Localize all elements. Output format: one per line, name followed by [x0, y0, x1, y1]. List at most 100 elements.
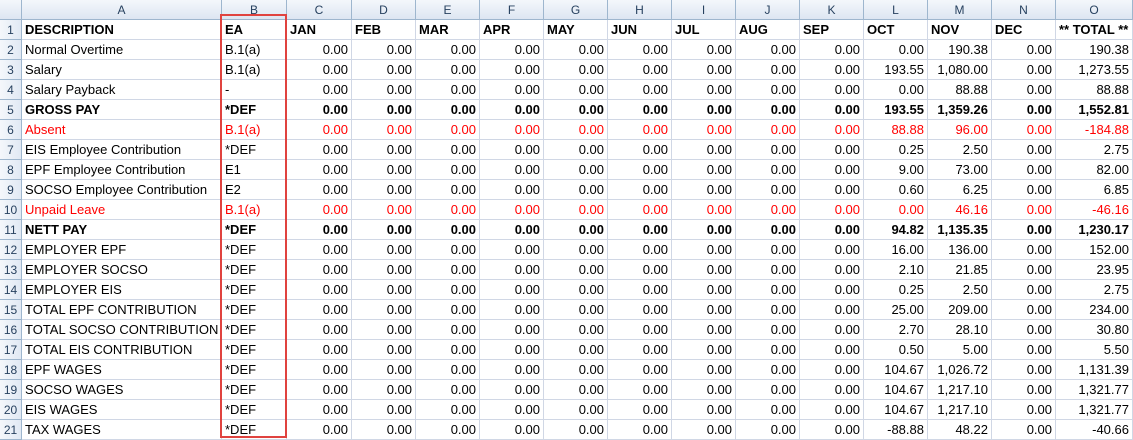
cell[interactable]: TAX WAGES	[22, 420, 222, 440]
row-header[interactable]: 14	[0, 280, 22, 300]
cell[interactable]: 0.00	[672, 280, 736, 300]
cell[interactable]: 0.00	[800, 280, 864, 300]
cell[interactable]: 0.00	[672, 260, 736, 280]
cell[interactable]: 0.00	[608, 420, 672, 440]
cell[interactable]: 0.00	[352, 180, 416, 200]
cell[interactable]: 0.00	[480, 80, 544, 100]
row-header[interactable]: 3	[0, 60, 22, 80]
cell[interactable]: 0.00	[480, 100, 544, 120]
cell[interactable]: 0.00	[736, 100, 800, 120]
cell[interactable]: JUL	[672, 20, 736, 40]
cell[interactable]: 0.00	[480, 140, 544, 160]
cell[interactable]: 0.00	[416, 160, 480, 180]
cell[interactable]: AUG	[736, 20, 800, 40]
cell[interactable]: 0.00	[800, 260, 864, 280]
cell[interactable]: 0.00	[736, 260, 800, 280]
column-header[interactable]: O	[1056, 0, 1133, 20]
column-header[interactable]: N	[992, 0, 1056, 20]
cell[interactable]: 0.00	[800, 40, 864, 60]
cell[interactable]: 0.00	[800, 160, 864, 180]
cell[interactable]: 0.00	[544, 360, 608, 380]
cell[interactable]: MAY	[544, 20, 608, 40]
cell[interactable]: 0.00	[864, 200, 928, 220]
cell[interactable]: 2.75	[1056, 140, 1133, 160]
column-header[interactable]: K	[800, 0, 864, 20]
cell[interactable]: 1,080.00	[928, 60, 992, 80]
cell[interactable]: *DEF	[222, 320, 287, 340]
column-header[interactable]: B	[222, 0, 287, 20]
cell[interactable]: 0.00	[608, 400, 672, 420]
cell[interactable]: 1,321.77	[1056, 380, 1133, 400]
row-header[interactable]: 7	[0, 140, 22, 160]
cell[interactable]: 0.00	[352, 60, 416, 80]
cell[interactable]: NOV	[928, 20, 992, 40]
cell[interactable]: 0.00	[800, 80, 864, 100]
cell[interactable]: E2	[222, 180, 287, 200]
cell[interactable]: OCT	[864, 20, 928, 40]
row-header[interactable]: 4	[0, 80, 22, 100]
cell[interactable]: 94.82	[864, 220, 928, 240]
cell[interactable]: 0.00	[416, 100, 480, 120]
cell[interactable]: 88.88	[864, 120, 928, 140]
cell[interactable]: *DEF	[222, 360, 287, 380]
cell[interactable]: 0.00	[608, 360, 672, 380]
row-header[interactable]: 20	[0, 400, 22, 420]
cell[interactable]: 0.00	[800, 420, 864, 440]
cell[interactable]: EMPLOYER EIS	[22, 280, 222, 300]
cell[interactable]: EIS WAGES	[22, 400, 222, 420]
cell[interactable]: 0.00	[608, 80, 672, 100]
cell[interactable]: 0.00	[416, 380, 480, 400]
cell[interactable]: 0.00	[416, 140, 480, 160]
cell[interactable]: 0.00	[608, 340, 672, 360]
cell[interactable]: 0.00	[544, 400, 608, 420]
cell[interactable]: 0.00	[480, 40, 544, 60]
cell[interactable]: EIS Employee Contribution	[22, 140, 222, 160]
column-header[interactable]: G	[544, 0, 608, 20]
cell[interactable]: 0.00	[992, 200, 1056, 220]
cell[interactable]: 0.00	[672, 340, 736, 360]
cell[interactable]: 96.00	[928, 120, 992, 140]
cell[interactable]: 0.00	[287, 40, 352, 60]
cell[interactable]: 0.00	[352, 360, 416, 380]
cell[interactable]: 104.67	[864, 360, 928, 380]
cell[interactable]: 0.00	[736, 240, 800, 260]
cell[interactable]: 0.60	[864, 180, 928, 200]
cell[interactable]: 0.00	[736, 40, 800, 60]
cell[interactable]: 0.00	[480, 360, 544, 380]
cell[interactable]: 0.00	[736, 60, 800, 80]
column-header[interactable]: M	[928, 0, 992, 20]
cell[interactable]: 0.00	[352, 200, 416, 220]
cell[interactable]: Salary	[22, 60, 222, 80]
row-header[interactable]: 13	[0, 260, 22, 280]
cell[interactable]: 0.00	[287, 200, 352, 220]
cell[interactable]: *DEF	[222, 260, 287, 280]
cell[interactable]: 0.00	[352, 160, 416, 180]
cell[interactable]: *DEF	[222, 420, 287, 440]
cell[interactable]: 0.00	[287, 180, 352, 200]
cell[interactable]: 0.00	[608, 120, 672, 140]
cell[interactable]: 1,026.72	[928, 360, 992, 380]
cell[interactable]: 1,131.39	[1056, 360, 1133, 380]
cell[interactable]: 0.00	[800, 100, 864, 120]
cell[interactable]: 2.10	[864, 260, 928, 280]
cell[interactable]: 0.00	[608, 220, 672, 240]
column-header[interactable]: H	[608, 0, 672, 20]
cell[interactable]: 0.00	[480, 200, 544, 220]
cell[interactable]: 6.25	[928, 180, 992, 200]
row-header[interactable]: 10	[0, 200, 22, 220]
cell[interactable]: SOCSO Employee Contribution	[22, 180, 222, 200]
row-header[interactable]: 15	[0, 300, 22, 320]
cell[interactable]: 0.00	[416, 280, 480, 300]
cell[interactable]: 0.00	[672, 80, 736, 100]
cell[interactable]: 0.00	[544, 80, 608, 100]
cell[interactable]: 0.00	[800, 220, 864, 240]
cell[interactable]: 0.00	[992, 260, 1056, 280]
cell[interactable]: MAR	[416, 20, 480, 40]
cell[interactable]: 0.00	[800, 200, 864, 220]
cell[interactable]: TOTAL SOCSO CONTRIBUTION	[22, 320, 222, 340]
cell[interactable]: 25.00	[864, 300, 928, 320]
cell[interactable]: 0.00	[287, 400, 352, 420]
column-header[interactable]: E	[416, 0, 480, 20]
cell[interactable]: 0.00	[736, 120, 800, 140]
cell[interactable]: 0.00	[736, 160, 800, 180]
